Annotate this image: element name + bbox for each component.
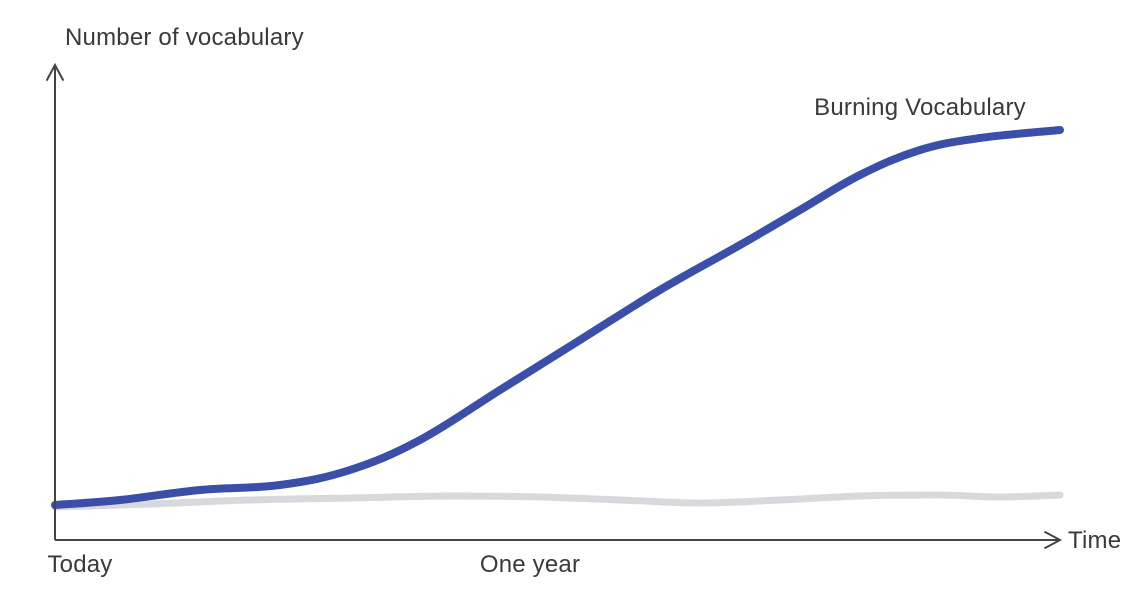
x-tick-one-year: One year: [480, 551, 580, 578]
axes: [47, 65, 1060, 548]
baseline-series: [55, 495, 1060, 507]
y-axis-label: Number of vocabulary: [65, 24, 304, 51]
x-tick-today: Today: [47, 551, 112, 578]
burning-vocabulary-series: [55, 130, 1060, 505]
chart-svg: Number of vocabulary Time Today One year…: [0, 0, 1130, 610]
vocabulary-growth-chart: Number of vocabulary Time Today One year…: [0, 0, 1130, 610]
burning-vocabulary-label: Burning Vocabulary: [814, 94, 1026, 121]
x-axis-label: Time: [1068, 527, 1121, 554]
